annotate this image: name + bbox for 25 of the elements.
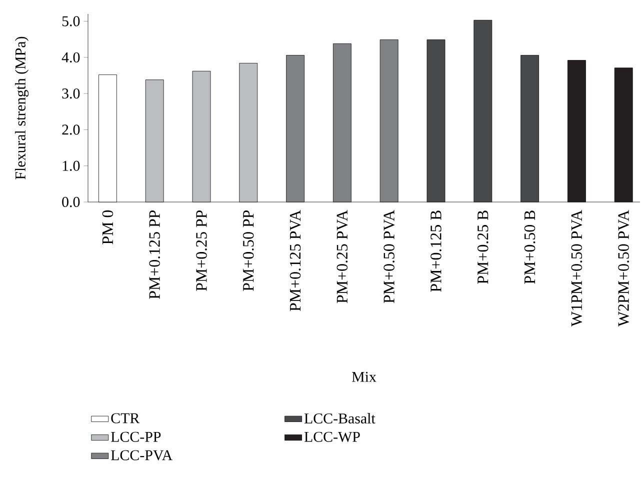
- x-tick-label: PM+0.50 PVA: [384, 210, 395, 304]
- x-axis-title: Mix: [352, 372, 376, 382]
- x-tick-label: PM+0.25 PP: [196, 210, 207, 291]
- y-tick-label: 1.0: [62, 160, 80, 171]
- x-tick-label: PM+0.125 PVA: [290, 210, 301, 312]
- legend-label: CTR: [111, 413, 140, 424]
- x-tick-label: PM+0.125 B: [430, 210, 442, 292]
- x-tick-label: W1PM+0.50 PVA: [571, 210, 582, 327]
- x-tick-label: W2PM+0.50 PVA: [618, 210, 630, 327]
- legend-label: LCC-PVA: [111, 450, 172, 460]
- y-tick-label: 2.0: [62, 124, 80, 135]
- x-tick-label: PM+0.50 PP: [242, 210, 254, 291]
- legend-label: LCC-Basalt: [304, 412, 376, 424]
- y-tick-label: 4.0: [62, 52, 80, 62]
- y-tick-label: 3.0: [62, 88, 80, 99]
- x-tick-label: PM+0.50 B: [524, 210, 536, 284]
- legend-label: LCC-WP: [304, 432, 360, 442]
- x-tick-label: PM 0: [102, 210, 114, 244]
- legend-label: LCC-PP: [111, 432, 161, 442]
- x-tick-label: PM+0.125 PP: [149, 210, 160, 299]
- y-axis-title: Flexural strength (MPa): [14, 36, 29, 180]
- y-tick-label: 5.0: [62, 16, 80, 26]
- x-tick-label: PM+0.25 B: [477, 210, 488, 284]
- x-tick-label: PM+0.25 PVA: [336, 210, 348, 304]
- y-tick-label: 0.0: [62, 196, 80, 208]
